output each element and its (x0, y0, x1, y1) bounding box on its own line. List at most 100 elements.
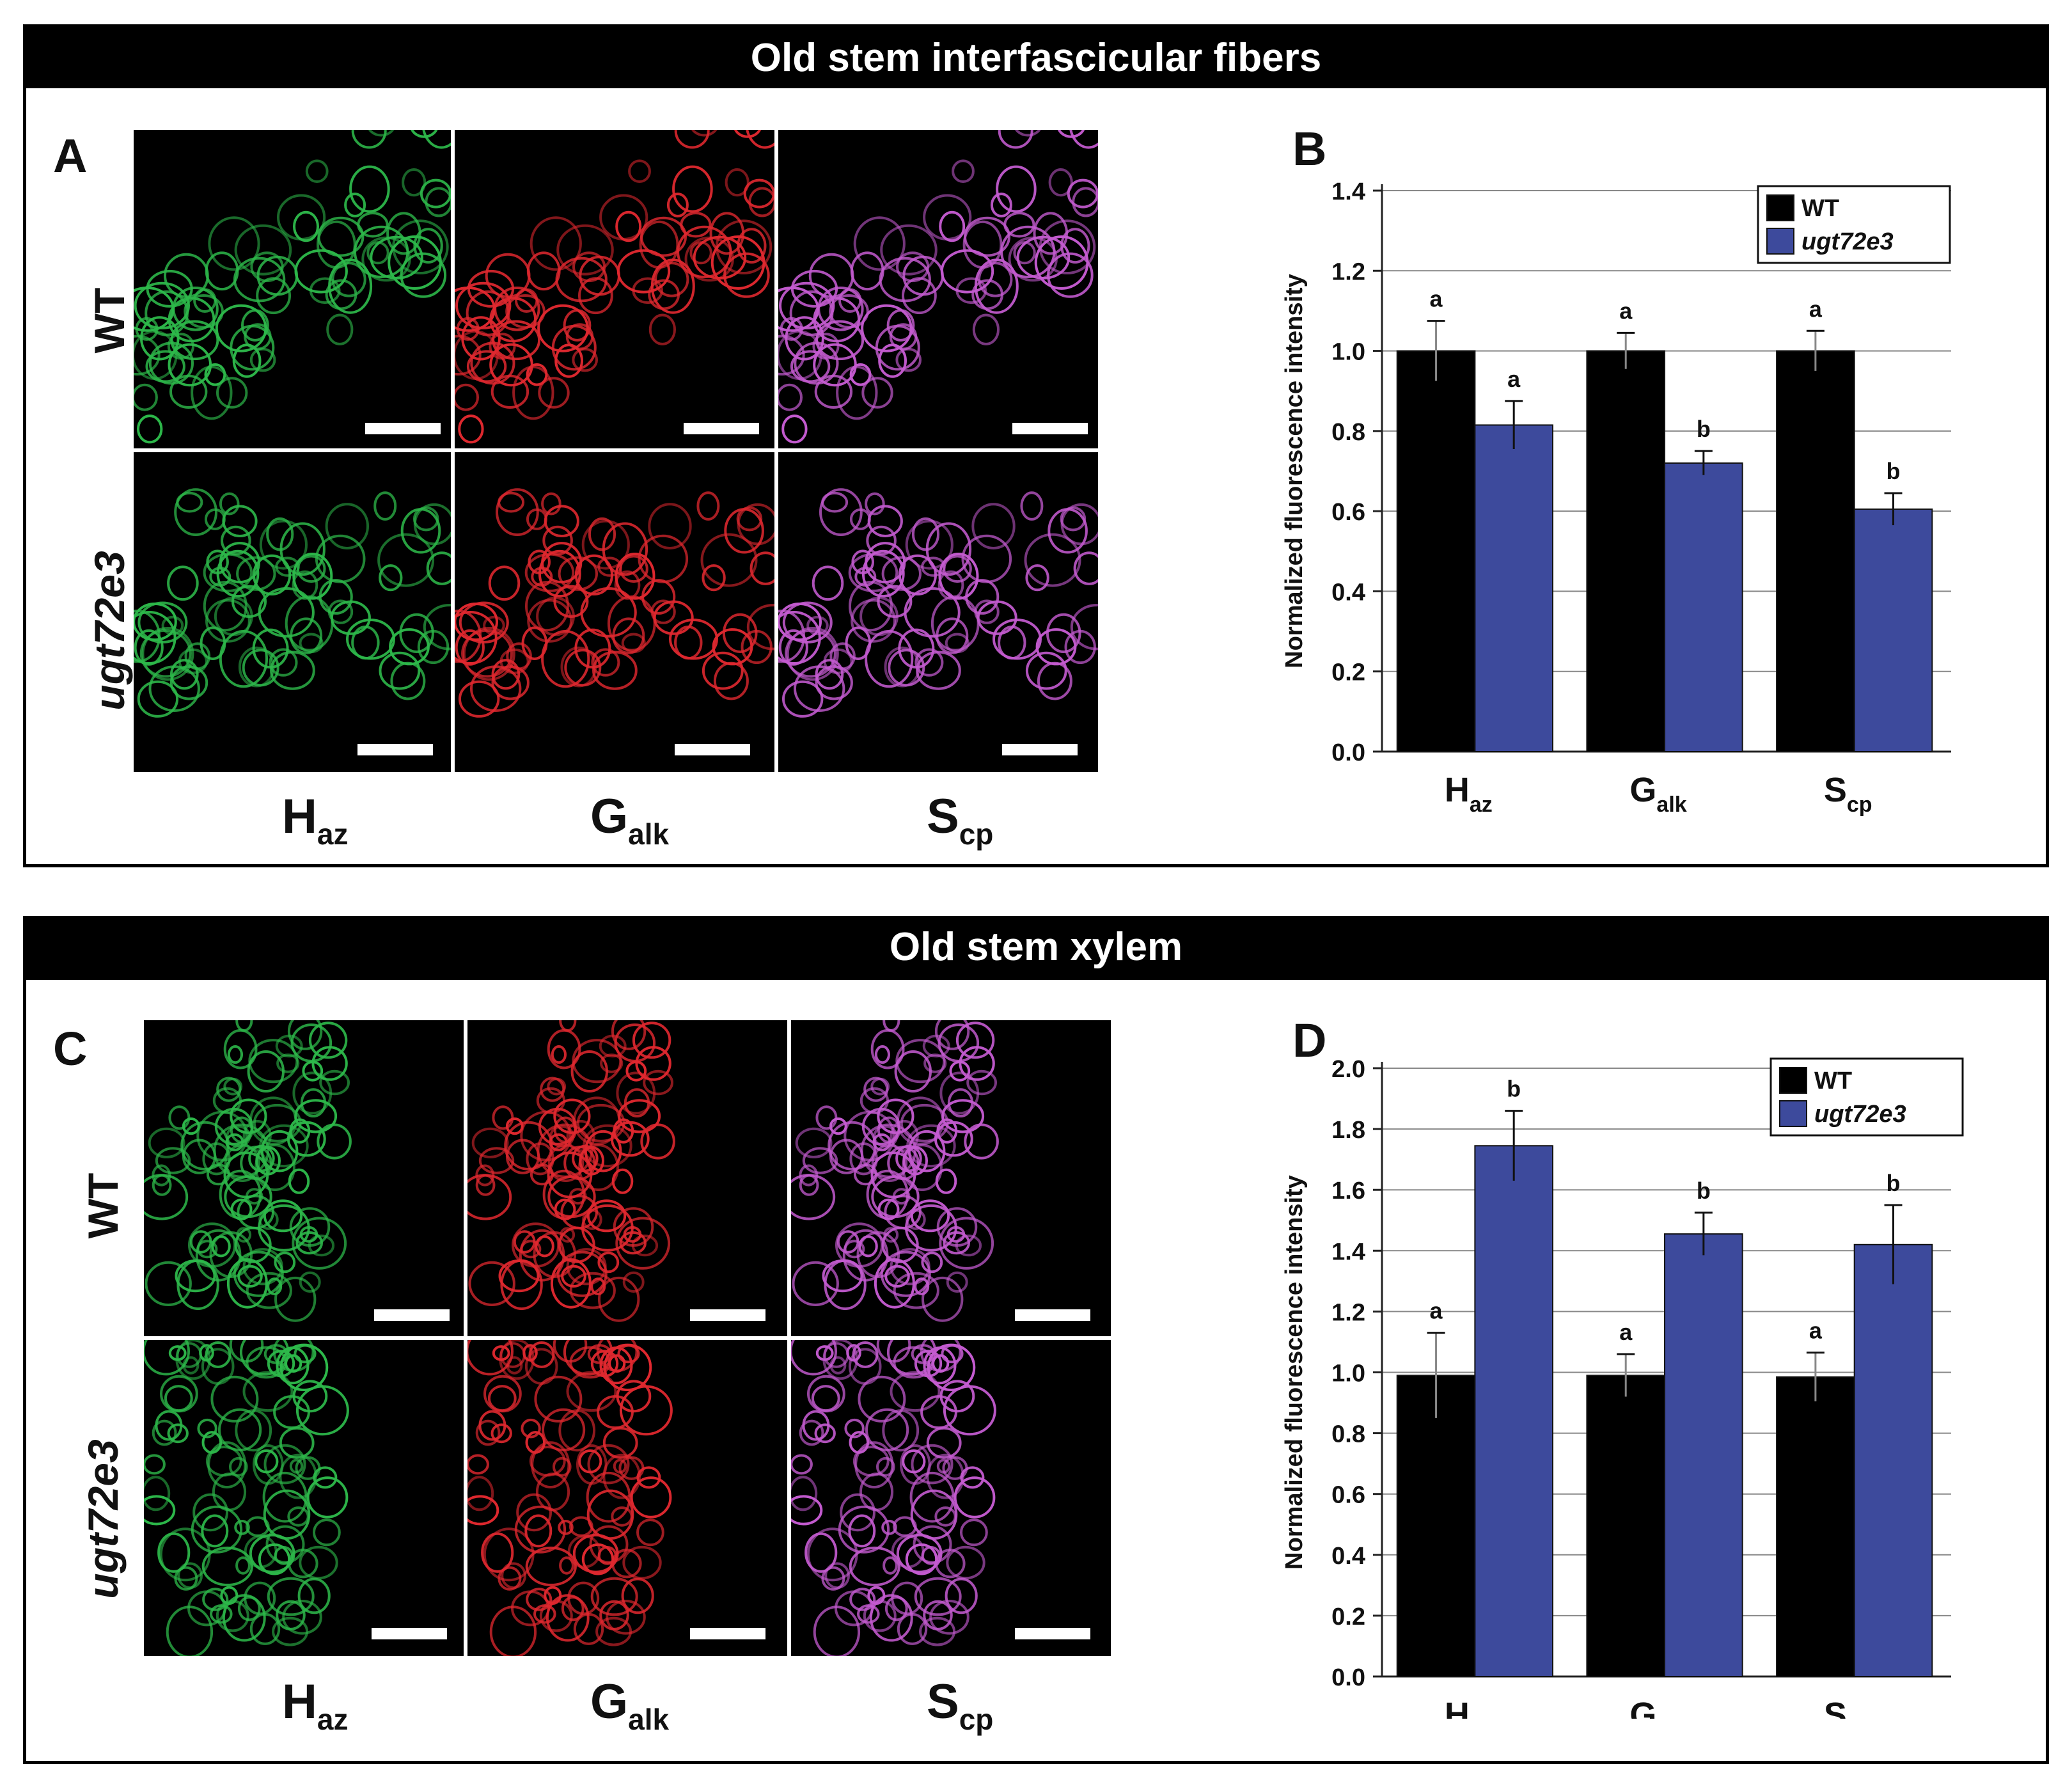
cell-wall (529, 1446, 566, 1477)
cell-wall (791, 1495, 823, 1526)
cell-wall (174, 1566, 198, 1591)
cell-wall (295, 1456, 321, 1480)
cell-wall (946, 1226, 966, 1243)
y-tick-label: 0.8 (1331, 419, 1365, 446)
significance-letter: a (1809, 1318, 1823, 1344)
cell-wall (591, 648, 620, 677)
cell-wall (1035, 628, 1077, 666)
cell-wall (990, 193, 1012, 217)
cell-wall (274, 1251, 296, 1274)
section-title-bar: Old stem interfascicular fibers (26, 28, 2046, 88)
cell-wall (791, 1174, 836, 1220)
cell-wall (1020, 491, 1044, 521)
cell-wall (506, 642, 532, 670)
cell-wall (205, 251, 239, 291)
cell-wall (168, 1105, 191, 1130)
micrograph-wt-galk (467, 1020, 787, 1336)
x-tick-label: Galk (1629, 771, 1686, 817)
cell-wall (558, 556, 599, 591)
cell-wall (892, 1516, 917, 1537)
cell-wall (253, 554, 292, 596)
y-axis-label: Normalized fluorescence intensity (1281, 274, 1308, 668)
cell-wall (201, 1546, 253, 1586)
cell-wall (971, 503, 1016, 549)
cell-wall (456, 317, 480, 341)
cell-wall (293, 210, 319, 242)
cell-wall (553, 1456, 572, 1477)
cell-wall (932, 1354, 950, 1373)
cell-wall (242, 1119, 272, 1152)
cell-wall (598, 1276, 640, 1322)
cell-wall (848, 553, 899, 592)
cell-wall (886, 309, 915, 342)
cell-wall (540, 1077, 565, 1102)
cell-wall (201, 1348, 235, 1385)
cell-wall (458, 414, 484, 444)
cell-network (791, 1020, 999, 1322)
bar-ugt72e3-Haz (1474, 1145, 1553, 1677)
cell-wall (748, 187, 774, 217)
cell-wall (263, 1444, 306, 1485)
cell-wall (229, 1340, 264, 1363)
cell-wall (921, 1251, 943, 1274)
cell-wall (157, 1532, 191, 1573)
cell-wall (861, 377, 893, 409)
cell-wall (489, 333, 516, 360)
cell-wall (974, 258, 1019, 314)
cell-wall (939, 1217, 994, 1270)
cell-wall (481, 1532, 514, 1573)
cell-wall (263, 1199, 303, 1233)
cell-wall (952, 159, 975, 183)
cell-wall (475, 1164, 495, 1187)
cell-wall (615, 210, 642, 242)
bar-WT-Scp (1776, 350, 1855, 753)
cell-wall (148, 1127, 185, 1158)
section-xylem: Old stem xylem C WT ugt72e3 Haz Galk Scp… (23, 916, 2049, 1764)
cell-wall (619, 1385, 673, 1436)
cell-wall (141, 627, 194, 681)
cell-wall (879, 256, 931, 303)
bar-WT-Haz (1396, 350, 1476, 753)
cell-wall (276, 1053, 300, 1073)
cell-wall (485, 253, 531, 298)
cell-wall (551, 1045, 567, 1064)
cell-wall (812, 333, 840, 360)
cell-wall (193, 288, 217, 313)
cell-wall (267, 1577, 315, 1616)
cell-wall (210, 1375, 259, 1423)
cell-wall (849, 1142, 878, 1176)
cell-wall (489, 1605, 537, 1656)
cell-wall (829, 642, 856, 670)
cell-wall (1048, 168, 1073, 197)
cell-wall (863, 1600, 897, 1632)
cell-wall (182, 1139, 217, 1174)
cell-wall (219, 492, 240, 516)
significance-letter: a (1507, 366, 1521, 392)
cell-wall (648, 503, 692, 549)
cell-wall (778, 629, 808, 666)
scale-bar (1015, 1628, 1090, 1639)
cell-wall (471, 1127, 509, 1158)
scale-bar (372, 1628, 447, 1639)
cell-wall (351, 626, 380, 660)
cell-wall (521, 626, 548, 661)
cell-wall (819, 488, 863, 536)
cell-wall (152, 1174, 172, 1196)
cell-wall (954, 1476, 996, 1519)
cell-wall (883, 1556, 898, 1575)
cell-wall (200, 626, 226, 661)
cell-wall (934, 1020, 970, 1050)
cell-wall (209, 1231, 253, 1278)
cell-wall (713, 661, 749, 700)
cell-wall (914, 1277, 930, 1296)
y-tick-label: 1.2 (1331, 1299, 1365, 1326)
cell-wall (621, 633, 646, 654)
cell-wall (544, 505, 579, 537)
cell-wall (326, 313, 354, 345)
cell-wall (1039, 219, 1096, 275)
cell-wall (566, 1248, 607, 1286)
column-label-haz: Haz (282, 789, 349, 851)
cell-wall (849, 1546, 900, 1586)
cell-wall (926, 1426, 962, 1459)
cell-wall (608, 1354, 626, 1373)
